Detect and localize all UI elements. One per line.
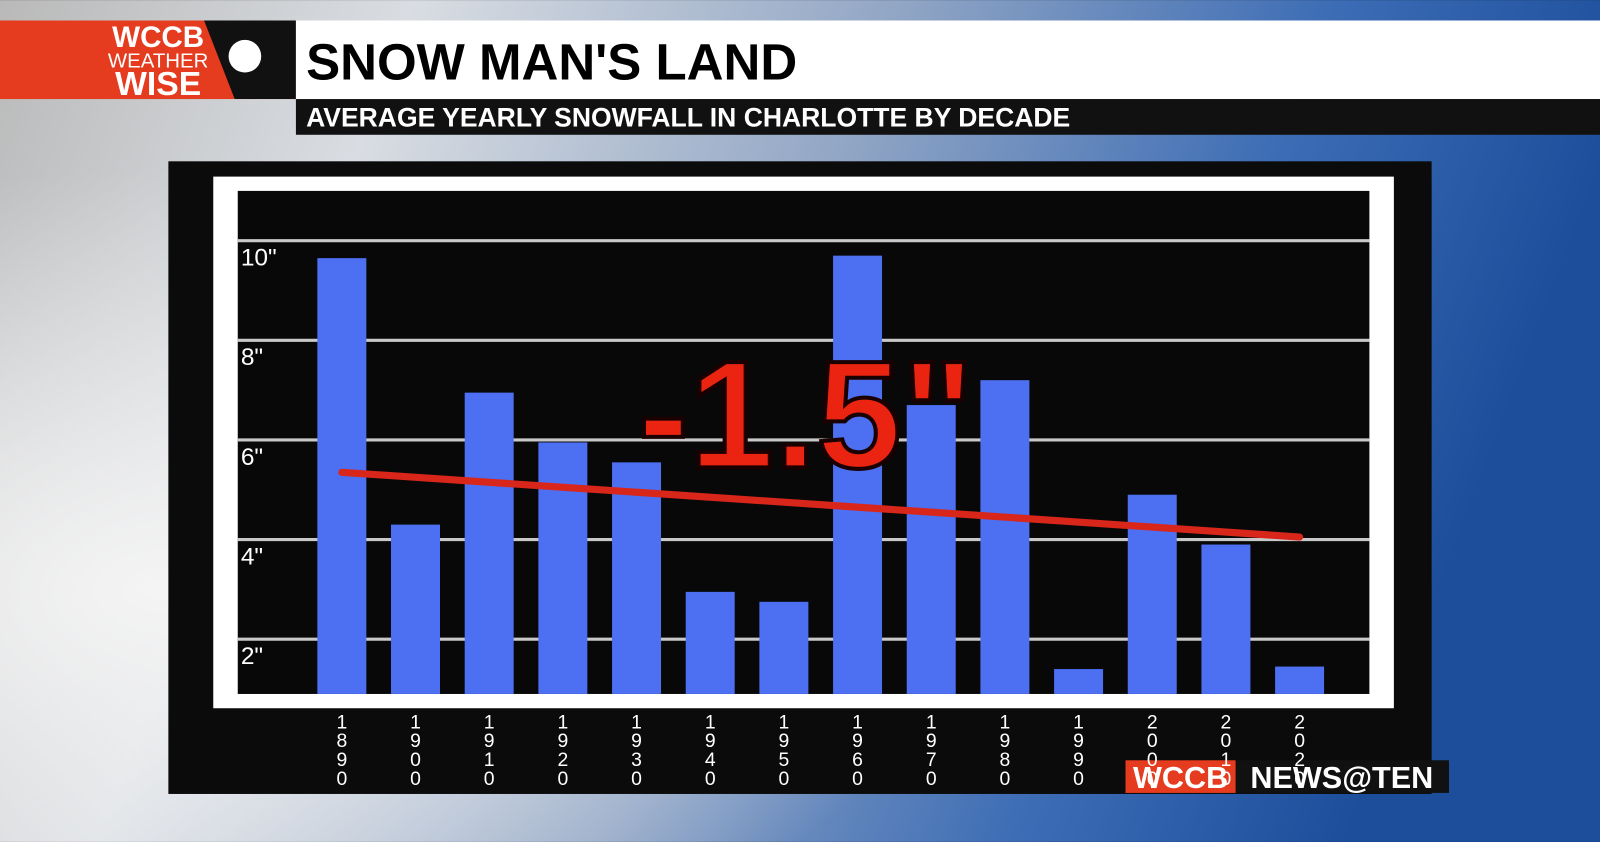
logo-text: WISE [115, 66, 201, 103]
bar [759, 601, 809, 694]
x-tick-label: 1950 [773, 711, 795, 787]
y-tick-label: 6" [241, 444, 263, 471]
bar [464, 392, 514, 694]
bar [980, 380, 1030, 694]
footer-brand: WCCB [1133, 761, 1228, 795]
bar [833, 255, 883, 694]
x-tick-label: 1980 [994, 711, 1016, 787]
logo-text: WEATHER [108, 50, 208, 72]
bar [1054, 669, 1104, 694]
x-tick-label: 2010 [1215, 711, 1237, 787]
x-tick-label: 2000 [1141, 711, 1163, 787]
x-tick-label: 1940 [699, 711, 721, 787]
bar [1201, 544, 1251, 694]
footer-brand-box [1125, 760, 1236, 793]
chart-subtitle: AVERAGE YEARLY SNOWFALL IN CHARLOTTE BY … [306, 103, 1070, 133]
x-tick-label: 2020 [1289, 711, 1311, 787]
bar [685, 591, 735, 694]
annotation: -1.5" [638, 329, 974, 500]
bar [1275, 666, 1325, 694]
y-tick-label: 10" [241, 245, 277, 272]
title-bar [295, 20, 1600, 100]
x-tick-label: 1970 [920, 711, 942, 787]
chart-title: SNOW MAN'S LAND [306, 34, 797, 91]
logo-text: WCCB [112, 21, 204, 54]
x-tick-label: 1890 [331, 711, 353, 787]
bar [906, 405, 956, 694]
plot: 2" 4" 6" 8" 10" [237, 239, 1370, 694]
y-tick-label: 4" [241, 543, 263, 570]
x-tick-label: 1900 [405, 711, 427, 787]
x-tick-label: 1960 [847, 711, 869, 787]
y-tick-label: 8" [241, 344, 263, 371]
x-tick-label: 1910 [478, 711, 500, 787]
bar [391, 524, 440, 694]
x-tick-label: 1920 [552, 711, 574, 787]
trend-line [338, 468, 1304, 541]
footer-show-box [1235, 760, 1449, 793]
subtitle-bar [295, 99, 1600, 135]
footer-show: NEWS@TEN [1250, 761, 1433, 795]
y-tick-label: 2" [241, 643, 263, 670]
x-tick-label: 1990 [1068, 711, 1090, 787]
bar [612, 462, 662, 694]
bar [538, 442, 588, 694]
x-tick-label: 1930 [626, 711, 648, 787]
logo-sun [228, 39, 262, 73]
